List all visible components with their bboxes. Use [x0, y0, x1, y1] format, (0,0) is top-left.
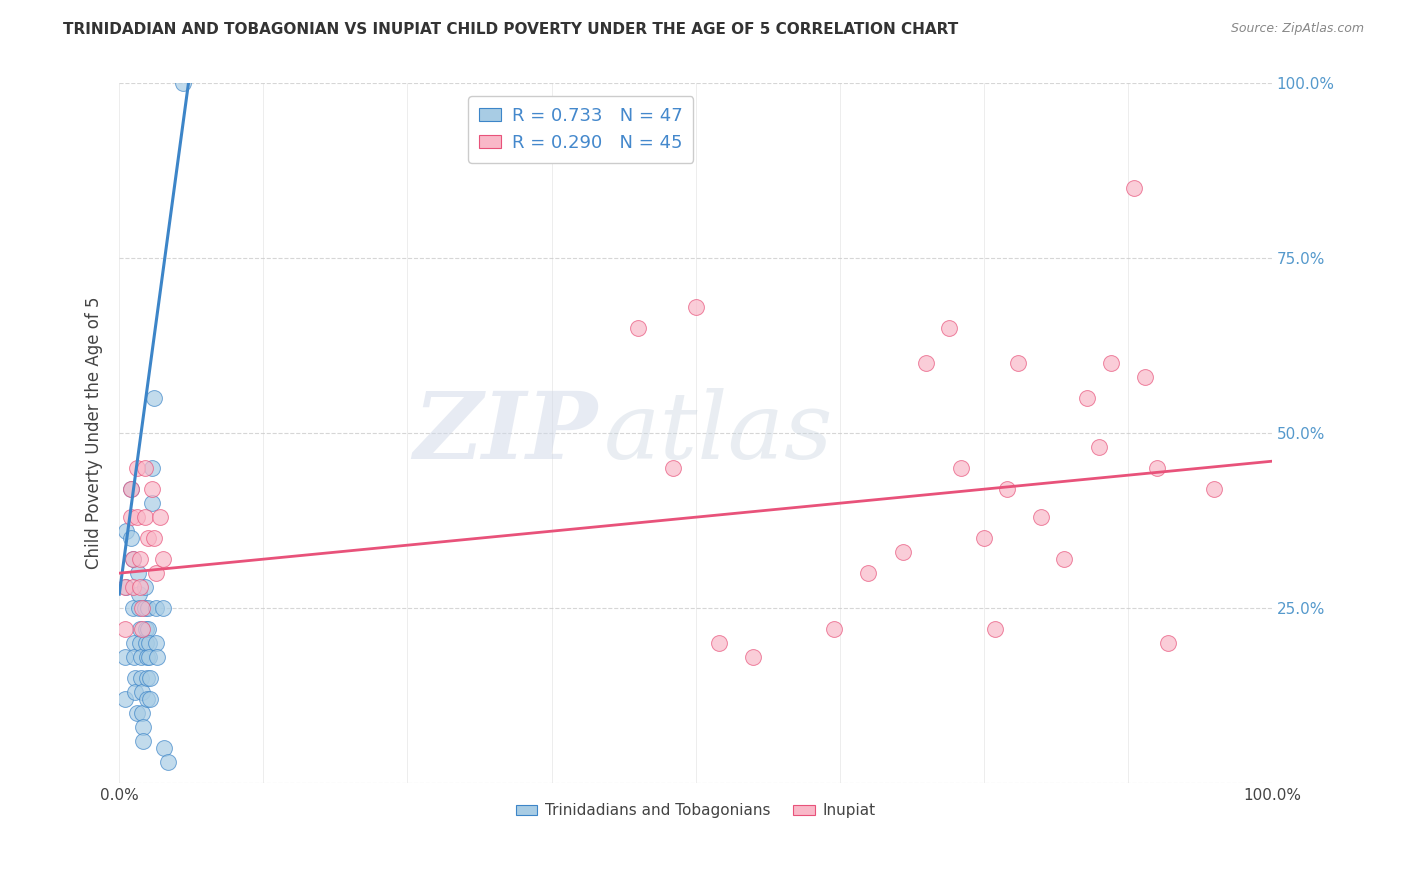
- Point: [114, 622, 136, 636]
- Point: [131, 706, 153, 720]
- Point: [138, 650, 160, 665]
- Point: [1122, 181, 1144, 195]
- Point: [129, 580, 152, 594]
- Point: [1099, 356, 1122, 370]
- Point: [125, 461, 148, 475]
- Point: [742, 650, 765, 665]
- Point: [129, 671, 152, 685]
- Point: [132, 720, 155, 734]
- Point: [1088, 440, 1111, 454]
- Point: [627, 321, 650, 335]
- Point: [136, 601, 159, 615]
- Point: [1076, 391, 1098, 405]
- Point: [139, 671, 162, 685]
- Point: [114, 650, 136, 665]
- Point: [128, 601, 150, 615]
- Point: [136, 650, 159, 665]
- Point: [124, 685, 146, 699]
- Point: [153, 741, 176, 756]
- Point: [120, 482, 142, 496]
- Point: [938, 321, 960, 335]
- Point: [142, 531, 165, 545]
- Point: [128, 587, 150, 601]
- Point: [124, 671, 146, 685]
- Point: [145, 601, 167, 615]
- Point: [1204, 482, 1226, 496]
- Point: [138, 636, 160, 650]
- Point: [122, 580, 145, 594]
- Point: [122, 552, 145, 566]
- Point: [131, 601, 153, 615]
- Point: [129, 650, 152, 665]
- Point: [685, 301, 707, 315]
- Point: [127, 566, 149, 581]
- Point: [149, 510, 172, 524]
- Point: [1133, 370, 1156, 384]
- Point: [1053, 552, 1076, 566]
- Point: [172, 77, 194, 91]
- Point: [915, 356, 938, 370]
- Point: [145, 636, 167, 650]
- Point: [129, 552, 152, 566]
- Point: [823, 622, 845, 636]
- Point: [707, 636, 730, 650]
- Point: [114, 692, 136, 706]
- Point: [146, 650, 169, 665]
- Point: [142, 391, 165, 405]
- Point: [122, 650, 145, 665]
- Point: [135, 636, 157, 650]
- Point: [152, 552, 174, 566]
- Point: [120, 482, 142, 496]
- Point: [891, 545, 914, 559]
- Point: [120, 510, 142, 524]
- Point: [122, 636, 145, 650]
- Y-axis label: Child Poverty Under the Age of 5: Child Poverty Under the Age of 5: [86, 297, 103, 569]
- Point: [125, 706, 148, 720]
- Point: [858, 566, 880, 581]
- Point: [152, 601, 174, 615]
- Point: [115, 524, 138, 538]
- Point: [136, 622, 159, 636]
- Point: [114, 580, 136, 594]
- Point: [129, 636, 152, 650]
- Legend: Trinidadians and Tobagonians, Inupiat: Trinidadians and Tobagonians, Inupiat: [510, 797, 882, 824]
- Point: [661, 461, 683, 475]
- Point: [949, 461, 972, 475]
- Point: [139, 692, 162, 706]
- Point: [136, 531, 159, 545]
- Text: Source: ZipAtlas.com: Source: ZipAtlas.com: [1230, 22, 1364, 36]
- Point: [115, 580, 138, 594]
- Point: [129, 622, 152, 636]
- Point: [1007, 356, 1029, 370]
- Point: [134, 580, 156, 594]
- Point: [134, 461, 156, 475]
- Point: [136, 671, 159, 685]
- Point: [145, 566, 167, 581]
- Point: [122, 552, 145, 566]
- Text: ZIP: ZIP: [413, 388, 598, 478]
- Text: TRINIDADIAN AND TOBAGONIAN VS INUPIAT CHILD POVERTY UNDER THE AGE OF 5 CORRELATI: TRINIDADIAN AND TOBAGONIAN VS INUPIAT CH…: [63, 22, 959, 37]
- Point: [131, 685, 153, 699]
- Point: [973, 531, 995, 545]
- Point: [131, 622, 153, 636]
- Point: [120, 531, 142, 545]
- Point: [135, 622, 157, 636]
- Point: [136, 692, 159, 706]
- Point: [132, 734, 155, 748]
- Point: [1031, 510, 1053, 524]
- Point: [141, 482, 163, 496]
- Point: [125, 510, 148, 524]
- Point: [1146, 461, 1168, 475]
- Point: [1157, 636, 1180, 650]
- Point: [122, 601, 145, 615]
- Point: [984, 622, 1007, 636]
- Point: [156, 755, 179, 769]
- Point: [134, 510, 156, 524]
- Point: [134, 601, 156, 615]
- Text: atlas: atlas: [603, 388, 832, 478]
- Point: [141, 461, 163, 475]
- Point: [141, 496, 163, 510]
- Point: [995, 482, 1018, 496]
